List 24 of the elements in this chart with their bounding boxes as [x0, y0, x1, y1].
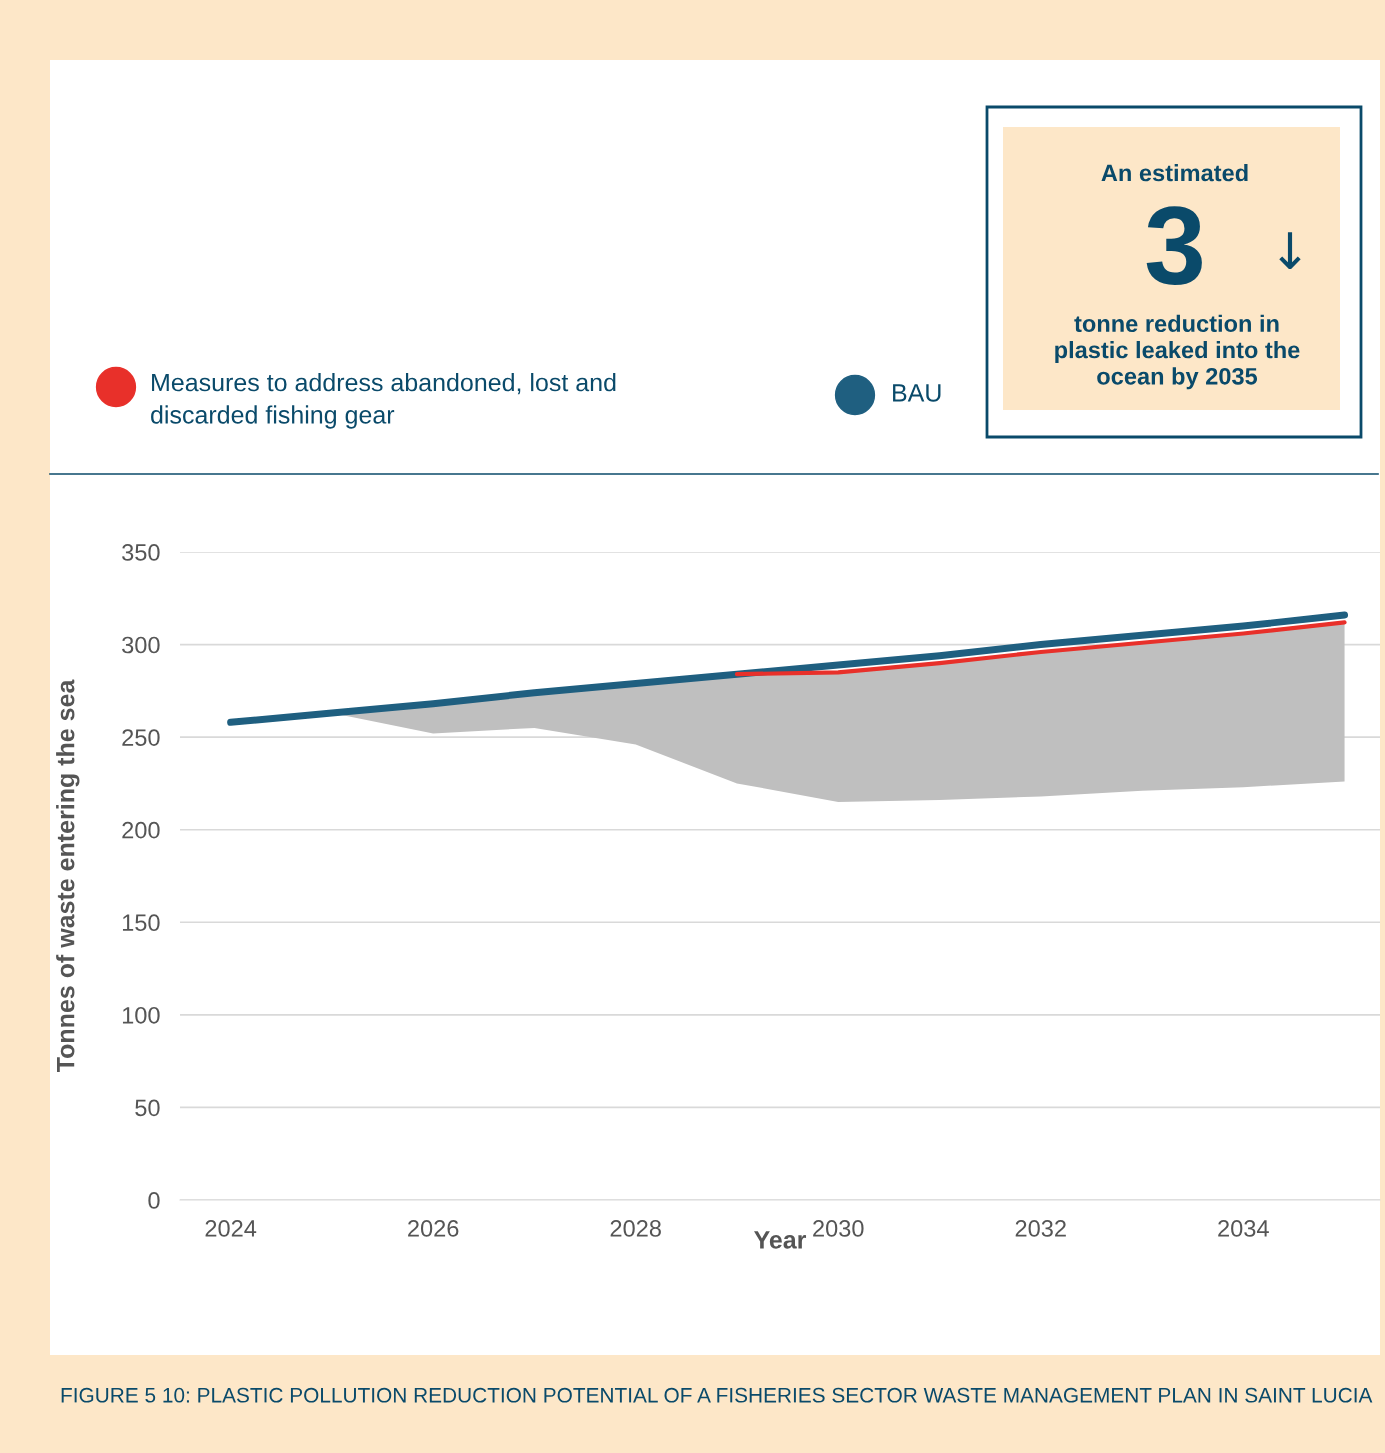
y-tick-label: 300: [122, 636, 160, 654]
x-axis-title: Year: [754, 1231, 807, 1249]
y-tick-label: 150: [122, 914, 160, 932]
text: tonne reduction in plastic leaked into the ocean by 2035: [1055, 314, 1300, 390]
x-tick-label: 2026: [408, 1220, 459, 1237]
y-tick-label: 350: [122, 544, 160, 561]
y-tick-label: 50: [135, 1099, 160, 1117]
x-tick-label: 2034: [1218, 1220, 1269, 1237]
caption: FIGURE 5 10: PLASTIC POLLUTION REDUCTION POTENTIAL OF A FISHERIES SECTOR WASTE MANAGEMENT PLAN IN SAINT LUCIA: [61, 1387, 1373, 1403]
legend-label: Measures to address abandoned, lost and discarded fishing gear: [151, 373, 616, 429]
x-tick-label: 2028: [610, 1220, 661, 1237]
text: ↓: [1279, 232, 1301, 269]
x-tick-label: 2032: [1015, 1220, 1066, 1237]
x-tick-label: 2030: [813, 1220, 864, 1237]
y-axis-title: Tonnes of waste entering the sea: [56, 679, 80, 1073]
y-tick-label: 200: [122, 821, 160, 839]
legend-label: BAU: [893, 384, 941, 402]
x-tick-label: 2024: [205, 1220, 257, 1237]
text: An estimated: [1101, 163, 1248, 182]
y-tick-label: 250: [122, 729, 160, 746]
text: 3: [1146, 206, 1202, 285]
y-tick-label: 0: [148, 1192, 160, 1209]
y-tick-label: 100: [122, 1006, 160, 1024]
line-series: [734, 620, 1347, 677]
